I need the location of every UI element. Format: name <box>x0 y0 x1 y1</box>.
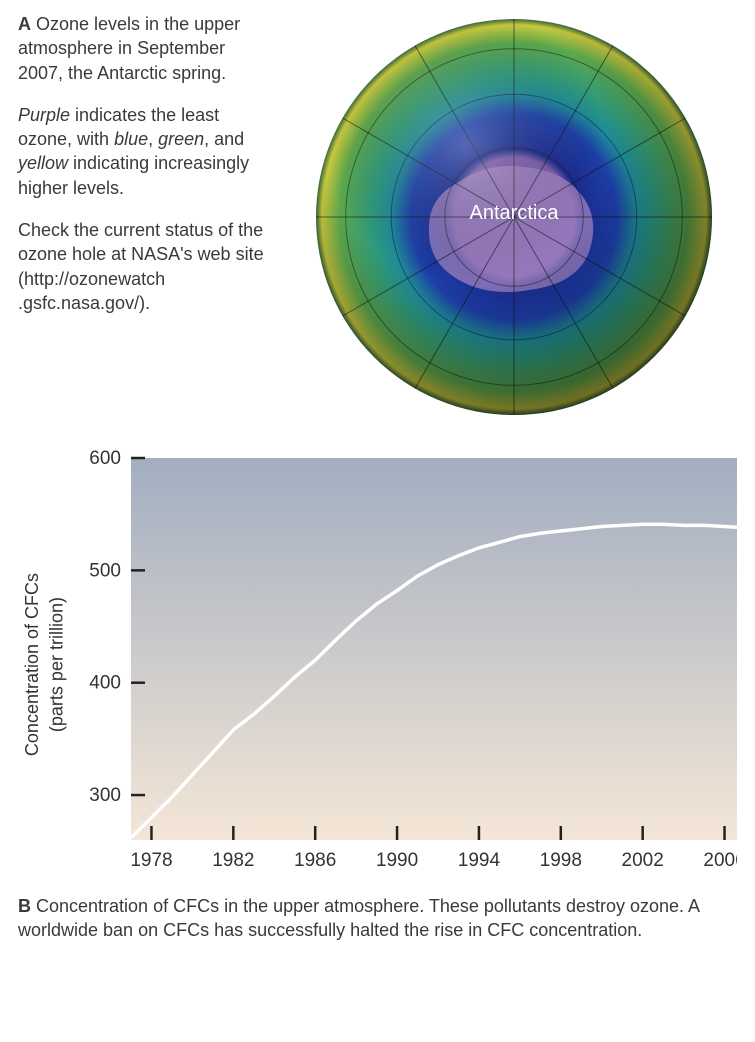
panel-a-p1-text: Ozone levels in the upper atmosphere in … <box>18 14 240 83</box>
panel-a-caption: A Ozone levels in the upper atmosphere i… <box>18 12 273 333</box>
antarctica-label: Antarctica <box>470 200 559 227</box>
cfc-chart: Concentration of CFCs (parts per trillio… <box>18 450 737 880</box>
panel-a-p1: A Ozone levels in the upper atmosphere i… <box>18 12 273 85</box>
svg-text:1982: 1982 <box>212 850 254 871</box>
panel-b-caption: B Concentration of CFCs in the upper atm… <box>18 894 737 943</box>
svg-text:1998: 1998 <box>539 850 581 871</box>
svg-text:500: 500 <box>89 560 121 581</box>
chart-svg: 300 400 500 600 1978 1982 1986 1990 1994 1998 2002… <box>71 450 737 880</box>
ozone-globe: Antarctica <box>291 12 737 422</box>
panel-b-label: B <box>18 896 31 916</box>
svg-text:1990: 1990 <box>376 850 418 871</box>
panel-b-text: Concentration of CFCs in the upper atmos… <box>18 896 699 940</box>
panel-a-label: A <box>18 14 31 34</box>
keyword-purple: Purple <box>18 105 70 125</box>
svg-text:1994: 1994 <box>457 850 500 871</box>
svg-text:300: 300 <box>89 785 121 806</box>
svg-text:400: 400 <box>89 673 121 694</box>
panel-a: A Ozone levels in the upper atmosphere i… <box>18 12 737 422</box>
svg-text:2006: 2006 <box>703 850 737 871</box>
keyword-yellow: yellow <box>18 153 68 173</box>
svg-text:600: 600 <box>89 450 121 469</box>
panel-a-p3: Check the current status of the ozone ho… <box>18 218 273 315</box>
keyword-green: green <box>158 129 204 149</box>
y-axis-title: Concentration of CFCs (parts per trillio… <box>18 573 71 756</box>
svg-text:1986: 1986 <box>294 850 336 871</box>
svg-text:2002: 2002 <box>621 850 663 871</box>
svg-text:1978: 1978 <box>130 850 172 871</box>
panel-a-p2: Purple indicates the least ozone, with b… <box>18 103 273 200</box>
keyword-blue: blue <box>114 129 148 149</box>
